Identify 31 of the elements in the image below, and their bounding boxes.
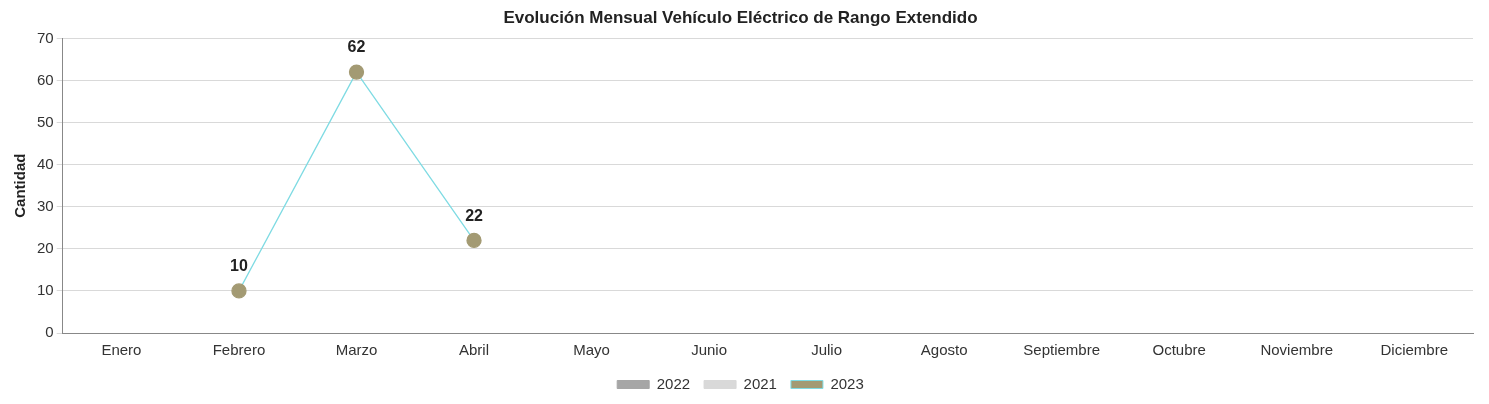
legend-label: 2021 (743, 374, 777, 392)
y-tick-label: 10 (37, 281, 54, 299)
y-axis-title: Cantidad (11, 153, 29, 218)
legend-label: 2022 (656, 374, 691, 392)
x-tick-label: Enero (101, 341, 142, 359)
x-tick-label: Agosto (920, 341, 968, 359)
x-tick-label: Febrero (212, 341, 266, 359)
y-tick-label: 30 (37, 196, 54, 214)
data-label: 22 (465, 206, 484, 224)
y-tick-label: 70 (37, 28, 54, 46)
y-tick-label: 50 (37, 112, 54, 130)
point (348, 64, 365, 80)
point (466, 232, 482, 249)
legend-label: 2023 (830, 374, 864, 392)
x-tick-label: Junio (691, 341, 728, 359)
chart-title: Evolución Mensual Vehículo Eléctrico de Rango Extendido (503, 7, 978, 27)
data-label: 10 (230, 257, 248, 275)
x-tick-label: Mayo (573, 341, 610, 359)
y-tick-label: 20 (37, 238, 54, 256)
x-tick-label: Octubre (1152, 341, 1206, 359)
x-tick-label: Diciembre (1380, 341, 1448, 359)
x-tick-label: Julio (811, 341, 843, 359)
x-tick-label: Noviembre (1260, 341, 1333, 359)
x-tick-label: Septiembre (1023, 341, 1101, 359)
y-tick-label: 40 (37, 154, 54, 172)
x-tick-label: Abril (459, 341, 490, 359)
y-tick-label: 0 (45, 323, 54, 341)
point (231, 283, 247, 299)
data-label: 62 (347, 38, 366, 56)
y-tick-label: 60 (37, 70, 54, 88)
x-tick-label: Marzo (335, 341, 378, 359)
